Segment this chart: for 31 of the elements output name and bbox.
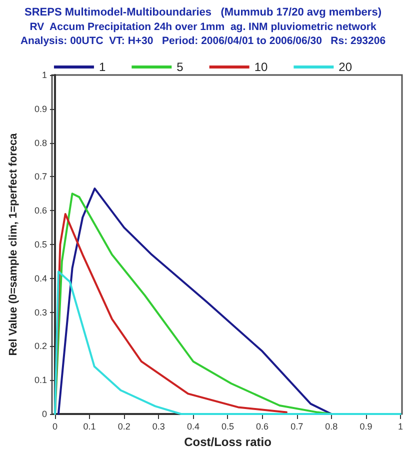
y-tick-label: 0 [42,409,47,419]
y-tick-label: 0.4 [34,273,47,284]
legend-label: 1 [98,60,106,74]
x-tick-label: 0.3 [152,422,165,432]
x-axis-title: Cost/Loss ratio [184,435,272,449]
x-tick-label: 1 [398,422,404,432]
legend-label: 20 [338,60,352,74]
x-tick-label: 0.4 [186,422,200,432]
x-tick-label: 0.1 [83,422,96,432]
y-tick-label: 0.9 [34,104,47,114]
x-tick-label: 0.7 [290,422,304,432]
x-tick-label: 0.6 [256,422,269,432]
x-tick-label: 0.2 [118,422,130,432]
x-tick-label: 0.9 [360,422,372,432]
legend-label: 10 [254,60,268,74]
y-axis-title: Rel Value (0=sample clim, 1=perfect foreca [8,132,20,356]
line-series [54,212,288,415]
y-tick-label: 0.2 [34,341,47,352]
y-tick-label: 0.3 [34,307,47,318]
y-tick-label: 1 [42,70,47,80]
y-tick-label: 0.5 [34,240,47,250]
x-tick-label: 0 [52,422,58,432]
chart-subtitle: RV Accum Precipitation 24h over 1mm ag. INM pluviometric network Analysis: 00UTC VT: H+30 Period: 2006/04/01 to 2006/06/30 Rs: 293206 [20,21,386,47]
y-tick-label: 0.6 [34,206,47,216]
legend-label: 5 [176,60,184,74]
y-tick-label: 0.8 [34,138,47,148]
chart-title: SREPS Multimodel-Multiboundaries (Mummub 17/20 avg members) [24,6,382,18]
y-tick-label: 0.7 [34,172,47,182]
y-tick-label: 0.1 [34,375,47,386]
x-tick-label: 0.5 [221,422,234,432]
x-tick-label: 0.8 [325,422,338,432]
